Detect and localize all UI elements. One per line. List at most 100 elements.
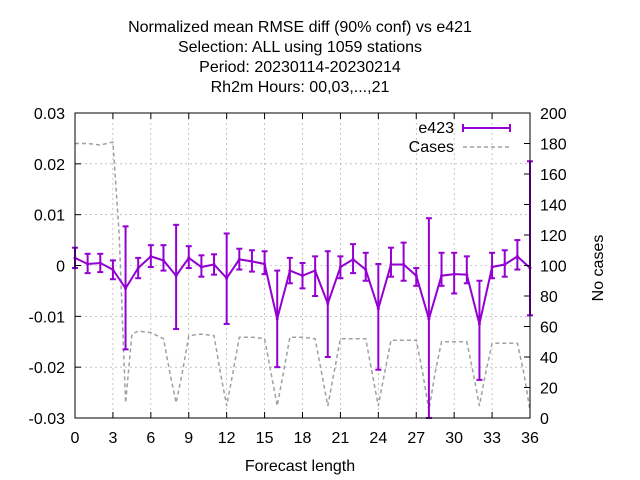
- e423-point: [402, 262, 406, 266]
- x-axis: 0 3 6 9 12 15 18 21 24 27 30 33 36: [71, 113, 539, 447]
- y-tick-label: 0.01: [34, 208, 65, 225]
- e423-errorbar: [173, 223, 180, 331]
- e423-errorbar: [312, 255, 319, 297]
- y-tick-label: -0.01: [29, 309, 66, 326]
- e423-errorbar: [97, 252, 104, 274]
- e423-errorbar: [211, 253, 218, 276]
- e423-point: [136, 266, 140, 270]
- e423-point: [212, 262, 216, 266]
- e423-point: [111, 268, 115, 272]
- x-tick-label: 27: [407, 430, 425, 447]
- e423-point: [237, 257, 241, 261]
- cases-line: [75, 141, 531, 411]
- e423-errorbar: [489, 251, 496, 280]
- y2-tick-label: 180: [540, 137, 567, 154]
- e423-point: [503, 262, 507, 266]
- y2-tick-label: 20: [540, 381, 558, 398]
- x-tick-label: 24: [369, 430, 387, 447]
- y2-tick-label: 100: [540, 259, 567, 276]
- legend-e423-label: e423: [418, 120, 454, 137]
- e423-errorbar: [400, 241, 407, 282]
- e423-errorbar: [147, 244, 154, 269]
- title-line-4: Rh2m Hours: 00,03,...,21: [211, 79, 390, 96]
- e423-errorbar: [375, 262, 382, 371]
- e423-point: [288, 269, 292, 273]
- y2-tick-label: 60: [540, 320, 558, 337]
- e423-point: [515, 254, 519, 258]
- e423-point: [149, 254, 153, 258]
- x-tick-label: 36: [521, 430, 539, 447]
- legend: e423 Cases: [409, 120, 511, 156]
- e423-point: [452, 272, 456, 276]
- e423-errorbar: [413, 267, 420, 287]
- y-tick-label: 0.02: [34, 157, 65, 174]
- x-tick-label: 3: [108, 430, 117, 447]
- e423-errorbar: [109, 259, 116, 281]
- e423-point: [313, 269, 317, 273]
- e423-errorbar: [350, 243, 357, 275]
- e423-errorbar: [198, 254, 205, 278]
- title-line-2: Selection: ALL using 1059 stations: [178, 39, 422, 56]
- y-axis-left: -0.03 -0.02 -0.01 0 0.01 0.02 0.03: [29, 106, 81, 428]
- e423-errorbar: [223, 232, 230, 325]
- e423-errorbar: [248, 249, 255, 273]
- e423-errorbar: [476, 279, 483, 381]
- e423-point: [174, 274, 178, 278]
- y2-tick-label: 160: [540, 167, 567, 184]
- x-tick-label: 0: [71, 430, 80, 447]
- e423-errorbar: [501, 249, 508, 278]
- e423-point: [161, 258, 165, 262]
- e423-errorbar: [122, 225, 129, 351]
- y2-tick-label: 140: [540, 198, 567, 215]
- x-tick-label: 30: [445, 430, 463, 447]
- y2-axis-label: No cases: [590, 235, 607, 302]
- y-tick-label: -0.03: [29, 411, 66, 428]
- y2-tick-label: 40: [540, 350, 558, 367]
- y2-tick-label: 80: [540, 289, 558, 306]
- e423-errorbar: [387, 246, 394, 278]
- e423-point: [338, 265, 342, 269]
- e423-errorbar: [425, 217, 432, 419]
- e423-errorbar: [261, 250, 268, 276]
- e423-errorbar: [438, 251, 445, 287]
- e423-errorbar: [160, 244, 167, 272]
- x-tick-label: 33: [483, 430, 501, 447]
- e423-point: [364, 268, 368, 272]
- e423-point: [263, 262, 267, 266]
- e423-point: [490, 265, 494, 269]
- y-axis-right: 0 20 40 60 80 100 120 140 160 180 200: [524, 106, 567, 428]
- e423-point: [187, 256, 191, 260]
- y2-tick-label: 200: [540, 106, 567, 123]
- y-tick-label: 0.03: [34, 106, 65, 123]
- x-tick-label: 9: [184, 430, 193, 447]
- e423-point: [414, 274, 418, 278]
- e423-errorbar: [324, 250, 331, 358]
- e423-errorbar: [185, 245, 192, 270]
- y-tick-label: 0: [56, 259, 65, 276]
- e423-errorbar: [337, 255, 344, 280]
- title-line-3: Period: 20230114-20230214: [199, 59, 401, 76]
- e423-errorbar: [236, 247, 243, 271]
- e423-point: [199, 265, 203, 269]
- e423-point: [86, 262, 90, 266]
- e423-point: [326, 302, 330, 306]
- e423-point: [440, 274, 444, 278]
- legend-cases-label: Cases: [409, 139, 454, 156]
- e423-point: [477, 322, 481, 326]
- e423-point: [301, 274, 304, 278]
- e423-point: [124, 286, 128, 290]
- e423-errorbar: [299, 261, 306, 290]
- e423-point: [427, 317, 431, 321]
- x-axis-label: Forecast length: [245, 458, 355, 475]
- e423-errorbar: [451, 251, 458, 295]
- e423-point: [465, 273, 469, 277]
- e423-point: [275, 317, 279, 321]
- e423-point: [225, 276, 229, 280]
- e423-errorbar: [286, 256, 293, 285]
- x-tick-label: 12: [218, 430, 236, 447]
- chart-title: Normalized mean RMSE diff (90% conf) vs …: [128, 19, 472, 96]
- title-line-1: Normalized mean RMSE diff (90% conf) vs …: [128, 19, 472, 36]
- e423-errorbar: [514, 239, 521, 271]
- y2-tick-label: 120: [540, 228, 567, 245]
